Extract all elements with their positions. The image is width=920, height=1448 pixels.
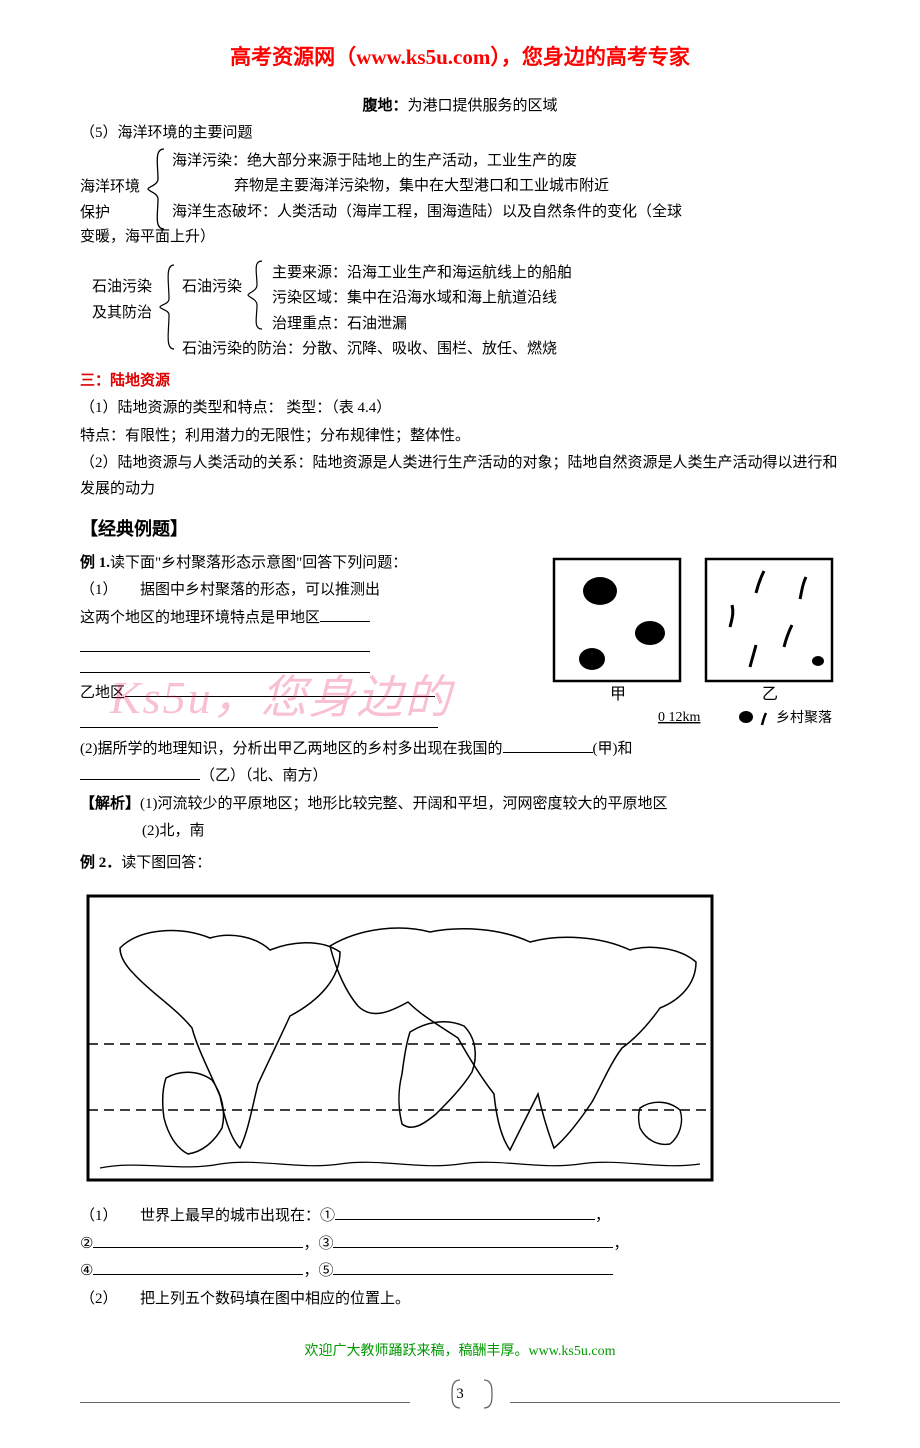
oil-r3: 治理重点：石油泄漏 bbox=[272, 312, 840, 338]
scale-label: 0 12km bbox=[658, 710, 701, 725]
ex2-q1-text: （1） 世界上最早的城市出现在：① bbox=[80, 1208, 335, 1224]
ex2-stem-text: 读下图回答： bbox=[121, 855, 211, 871]
footer: 欢迎广大教师踊跃来稿，稿酬丰厚。www.ks5u.com bbox=[80, 1340, 840, 1364]
blank-input[interactable] bbox=[333, 1259, 613, 1275]
footer-link[interactable]: www.ks5u.com bbox=[529, 1344, 616, 1359]
ex2-q2: （2） 把上列五个数码填在图中相应的位置上。 bbox=[80, 1287, 840, 1313]
blank-input[interactable] bbox=[333, 1232, 613, 1248]
blank-input[interactable] bbox=[80, 654, 370, 673]
ex1-q2: (2)据所学的地理知识，分析出甲乙两地区的乡村多出现在我国的 (甲)和 bbox=[80, 737, 840, 763]
footer-rule-right bbox=[510, 1402, 840, 1403]
fudi-label: 腹地： bbox=[362, 98, 407, 114]
jiexi-label: 【解析】 bbox=[80, 796, 140, 812]
oil-left2: 及其防治 bbox=[92, 301, 152, 327]
page-number-wrap: 3 bbox=[80, 1376, 840, 1418]
blank-input[interactable] bbox=[503, 737, 593, 753]
fudi-text: 为港口提供服务的区域 bbox=[408, 98, 558, 114]
ocean-line2: 弃物是主要海洋污染物，集中在大型港口和工业城市附近 bbox=[234, 174, 840, 200]
ocean-left-b: 保护 bbox=[80, 201, 110, 227]
section3-title: 三：陆地资源 bbox=[80, 369, 840, 395]
footer-text: 欢迎广大教师踊跃来稿，稿酬丰厚。 bbox=[305, 1344, 529, 1359]
footer-rule-left bbox=[80, 1402, 410, 1403]
site-header: 高考资源网（www.ks5u.com），您身边的高考专家 bbox=[80, 40, 840, 76]
oil-bottom: 石油污染的防治：分散、沉降、吸收、围栏、放任、燃烧 bbox=[182, 337, 840, 363]
s3-p1: （1）陆地资源的类型和特点： 类型：（表 4.4） bbox=[80, 396, 840, 422]
page-root: 高考资源网（www.ks5u.com），您身边的高考专家 腹地：为港口提供服务的… bbox=[0, 0, 920, 1448]
ex1-yi-prefix: 乙地区 bbox=[80, 685, 125, 701]
ex2-prefix: 例 2． bbox=[80, 855, 121, 871]
ex1-prefix: 例 1. bbox=[80, 555, 110, 571]
ex1-q2-line2: （乙）（北、南方） bbox=[80, 764, 840, 790]
sep-45: ，⑤ bbox=[303, 1263, 333, 1279]
page-number: 3 bbox=[456, 1386, 464, 1402]
blank-input[interactable] bbox=[335, 1204, 595, 1220]
oil-block: 石油污染 及其防治 石油污染 主要来源：沿海工业生产和海运航线上的船舶 污染区域… bbox=[80, 261, 840, 363]
ex2-q1: （1） 世界上最早的城市出现在：①， bbox=[80, 1204, 840, 1230]
ex1-stem-text: 读下面"乡村聚落形态示意图"回答下列问题： bbox=[110, 555, 407, 571]
num-2: ② bbox=[80, 1236, 93, 1252]
brace-icon bbox=[246, 259, 266, 331]
ex2-items-1: ②，③， bbox=[80, 1232, 840, 1258]
ex1-q1b-text: 这两个地区的地理环境特点是甲地区 bbox=[80, 610, 320, 626]
page-number-box: 3 bbox=[442, 1376, 478, 1418]
blank-input[interactable] bbox=[80, 764, 200, 780]
blank-input[interactable] bbox=[80, 633, 370, 652]
blank-input[interactable] bbox=[125, 681, 435, 697]
examples-heading: 【经典例题】 bbox=[80, 514, 840, 545]
jiexi1-text: (1)河流较少的平原地区；地形比较完整、开阔和平坦，河网密度较大的平原地区 bbox=[140, 796, 668, 812]
ex2-items-2: ④ ，⑤ bbox=[80, 1259, 840, 1285]
settlement-diagram: 甲 乙 0 12km 乡村聚落 bbox=[550, 555, 840, 735]
fudi-line: 腹地：为港口提供服务的区域 bbox=[80, 94, 840, 120]
sep-23: ，③ bbox=[303, 1236, 333, 1252]
legend-label: 乡村聚落 bbox=[776, 710, 832, 726]
blank-input[interactable] bbox=[93, 1259, 303, 1275]
ocean-block: 海洋环境 保护 海洋污染：绝大部分来源于陆地上的生产活动，工业生产的废 弃物是主… bbox=[80, 149, 840, 251]
brace-icon bbox=[146, 147, 168, 231]
world-map bbox=[80, 888, 840, 1188]
ocean-left-a: 海洋环境 bbox=[80, 175, 140, 201]
ex1-q2-text: (2)据所学的地理知识，分析出甲乙两地区的乡村多出现在我国的 bbox=[80, 741, 503, 757]
brace-icon bbox=[158, 263, 178, 351]
num-4: ④ bbox=[80, 1263, 93, 1279]
ex2-stem: 例 2．读下图回答： bbox=[80, 851, 840, 877]
ex1-q2-tail: （乙）（北、南方） bbox=[200, 768, 328, 784]
ocean-line3: 海洋生态破坏：人类活动（海岸工程，围海造陆）以及自然条件的变化（全球 bbox=[172, 200, 840, 226]
oil-left1: 石油污染 bbox=[92, 275, 152, 301]
blank-input[interactable] bbox=[320, 606, 370, 622]
blank-input[interactable] bbox=[80, 709, 438, 728]
blank-input[interactable] bbox=[93, 1232, 303, 1248]
oil-r1: 主要来源：沿海工业生产和海运航线上的船舶 bbox=[272, 261, 840, 287]
s3-p3: （2）陆地资源与人类活动的关系：陆地资源是人类进行生产活动的对象；陆地自然资源是… bbox=[80, 451, 840, 502]
s3-p2: 特点：有限性；利用潜力的无限性；分布规律性；整体性。 bbox=[80, 424, 840, 450]
ocean-line1: 海洋污染：绝大部分来源于陆地上的生产活动，工业生产的废 bbox=[172, 149, 840, 175]
ocean-tail: 变暖，海平面上升） bbox=[80, 229, 215, 245]
oil-mid: 石油污染 bbox=[182, 275, 242, 301]
ex1-jiexi1: 【解析】(1)河流较少的平原地区；地形比较完整、开阔和平坦，河网密度较大的平原地… bbox=[80, 792, 840, 818]
example-1: Ks5u，您身边的 甲 乙 0 12km 乡村聚落 bbox=[80, 551, 840, 847]
label-yi: 乙 bbox=[762, 686, 778, 703]
ex1-jiexi2: (2)北，南 bbox=[142, 819, 840, 845]
ex1-q2-mid: (甲)和 bbox=[593, 741, 633, 757]
para-5: （5）海洋环境的主要问题 bbox=[80, 121, 840, 147]
oil-r2: 污染区域：集中在沿海水域和海上航道沿线 bbox=[272, 286, 840, 312]
label-jia: 甲 bbox=[610, 686, 626, 703]
